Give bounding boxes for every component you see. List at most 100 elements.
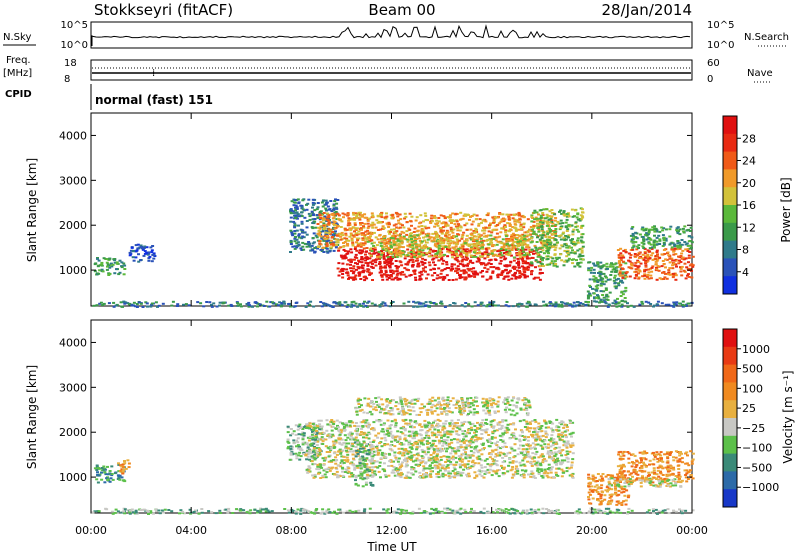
data-cell <box>418 222 421 224</box>
data-cell <box>326 240 329 242</box>
data-cell <box>103 481 106 483</box>
data-cell <box>526 246 529 248</box>
data-cell <box>523 474 526 476</box>
data-cell <box>511 249 514 251</box>
data-cell <box>383 236 386 238</box>
data-cell <box>593 269 596 271</box>
data-cell <box>648 243 651 245</box>
data-cell <box>347 240 350 242</box>
data-cell <box>653 231 656 233</box>
data-cell <box>620 257 623 259</box>
data-cell <box>334 456 337 458</box>
data-cell <box>418 237 421 239</box>
data-cell <box>612 266 615 268</box>
data-cell <box>663 237 666 239</box>
data-cell <box>393 445 396 447</box>
data-cell <box>364 260 367 262</box>
freq-panel-frame <box>91 60 692 80</box>
data-cell <box>517 306 520 308</box>
data-cell <box>682 230 685 232</box>
data-cell <box>356 306 359 308</box>
data-cell <box>615 279 618 281</box>
data-cell <box>656 243 659 245</box>
data-cell <box>404 216 407 218</box>
data-cell <box>417 454 420 456</box>
data-cell <box>554 228 557 230</box>
data-cell <box>331 434 334 436</box>
data-cell <box>358 219 361 221</box>
data-cell <box>471 262 474 264</box>
data-cell <box>370 233 373 235</box>
data-cell <box>408 440 411 442</box>
data-cell <box>432 250 435 252</box>
data-cell <box>467 214 470 216</box>
data-cell <box>500 260 503 262</box>
data-cell <box>290 241 293 243</box>
data-cell <box>521 303 524 305</box>
data-cell <box>496 244 499 246</box>
data-cell <box>603 299 606 301</box>
data-cell <box>384 305 387 307</box>
data-cell <box>440 229 443 231</box>
data-cell <box>502 238 505 240</box>
data-cell <box>521 469 524 471</box>
data-cell <box>529 304 532 306</box>
data-cell <box>326 250 329 252</box>
data-cell <box>418 272 421 274</box>
data-cell <box>485 419 488 421</box>
data-cell <box>340 239 343 241</box>
data-cell <box>385 271 388 273</box>
data-cell <box>481 276 484 278</box>
data-cell <box>501 213 504 215</box>
data-cell <box>637 278 640 280</box>
data-cell <box>405 466 408 468</box>
data-cell <box>506 427 509 429</box>
data-cell <box>378 263 381 265</box>
data-cell <box>313 209 316 211</box>
data-cell <box>448 279 451 281</box>
data-cell <box>351 238 354 240</box>
data-cell <box>196 301 199 303</box>
data-cell <box>306 226 309 228</box>
data-cell <box>530 220 533 222</box>
data-cell <box>571 249 574 251</box>
data-cell <box>136 306 139 308</box>
data-cell <box>668 228 671 230</box>
data-cell <box>399 255 402 257</box>
data-cell <box>498 274 501 276</box>
data-cell <box>682 301 685 303</box>
data-cell <box>151 245 154 247</box>
data-cell <box>592 263 595 265</box>
data-cell <box>356 239 359 241</box>
data-cell <box>371 212 374 214</box>
data-cell <box>277 304 280 306</box>
data-cell <box>407 254 410 256</box>
data-cell <box>430 454 433 456</box>
data-cell <box>313 221 316 223</box>
data-cell <box>151 249 154 251</box>
data-cell <box>547 264 550 266</box>
data-cell <box>283 301 286 303</box>
data-cell <box>342 246 345 248</box>
data-cell <box>683 241 686 243</box>
data-cell <box>348 219 351 221</box>
data-cell <box>605 287 608 289</box>
data-cell <box>537 277 540 279</box>
data-cell <box>461 236 464 238</box>
data-cell <box>482 305 485 307</box>
data-cell <box>384 249 387 251</box>
data-cell <box>642 240 645 242</box>
data-cell <box>500 228 503 230</box>
data-cell <box>660 227 663 229</box>
data-cell <box>428 262 431 264</box>
data-cell <box>555 257 558 259</box>
data-cell <box>382 301 385 303</box>
data-cell <box>401 224 404 226</box>
data-cell <box>429 269 432 271</box>
data-cell <box>254 301 257 303</box>
data-cell <box>440 270 443 272</box>
data-cell <box>610 271 613 273</box>
data-cell <box>397 266 400 268</box>
